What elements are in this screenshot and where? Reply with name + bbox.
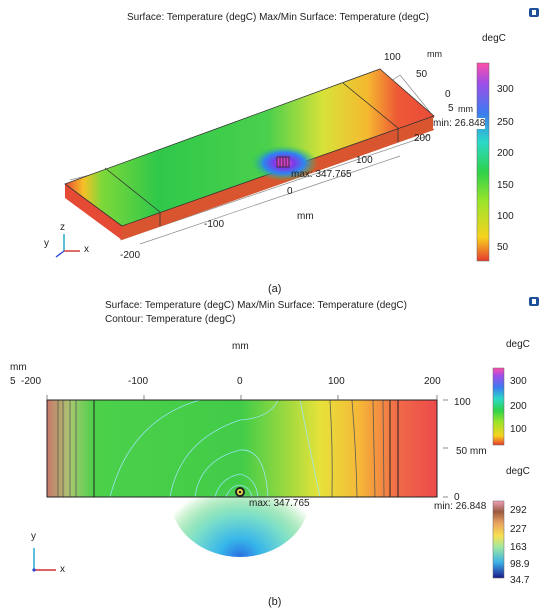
panel-a-axes-triad: [55, 234, 80, 258]
triad-x-label: x: [84, 244, 89, 255]
corner-logo-icon: [529, 297, 539, 306]
x-axis-unit: mm: [232, 341, 249, 352]
corner-logo-icon: [529, 8, 539, 17]
max-label: max: 347.765: [249, 498, 310, 509]
left-unit: mm: [10, 362, 27, 373]
panel-b-axes-triad: [32, 548, 56, 572]
x-tick: 200: [414, 133, 431, 144]
min-label: min: 26.848: [433, 118, 486, 129]
z-tick: 5: [448, 103, 454, 114]
x-tick: 0: [287, 186, 293, 197]
x-tick: -100: [204, 219, 225, 230]
panel-a-plot: [64, 68, 435, 245]
panel-a-colorbar-unit: degC: [482, 33, 506, 44]
x-axis-unit: mm: [297, 211, 314, 222]
panel-b-title-line2: Contour: Temperature (degC): [105, 314, 236, 325]
colorbar-tick: 100: [510, 424, 527, 435]
x-tick: -200: [21, 376, 42, 387]
colorbar-tick: 163: [510, 542, 527, 553]
z-unit: mm: [458, 104, 473, 114]
colorbar-tick: 50: [497, 242, 509, 253]
left-tick: 5: [10, 376, 16, 387]
colorbar-tick: 227: [510, 524, 527, 535]
surface-colorbar-unit: degC: [506, 339, 530, 350]
triad-z-label: z: [60, 222, 65, 233]
colorbar-tick: 98.9: [510, 559, 530, 570]
panel-b-contour-colorbar: [492, 500, 505, 579]
y-tick: 100: [454, 397, 471, 408]
panel-b-axis-ticks: [46, 395, 448, 498]
min-label: min: 26.848: [434, 501, 487, 512]
y-tick: 100: [384, 52, 401, 63]
y-tick: 0: [445, 89, 451, 100]
colorbar-tick: 100: [497, 211, 514, 222]
caption-a: (a): [268, 283, 282, 295]
x-tick: -200: [120, 250, 141, 261]
y-tick: 0: [454, 492, 460, 503]
triad-x-label: x: [60, 564, 65, 575]
axis-unit: mm: [427, 49, 442, 59]
panel-b-plot: [46, 399, 438, 557]
colorbar-tick: 34.7: [510, 575, 530, 586]
colorbar-tick: 292: [510, 505, 527, 516]
max-label: max: 347.765: [291, 169, 352, 180]
panel-a-title: Surface: Temperature (degC) Max/Min Surf…: [127, 12, 429, 23]
panel-b-title-line1: Surface: Temperature (degC) Max/Min Surf…: [105, 300, 407, 311]
caption-b: (b): [268, 596, 282, 608]
triad-y-label: y: [31, 531, 36, 542]
x-tick: 0: [237, 376, 243, 387]
colorbar-tick: 300: [497, 84, 514, 95]
y-tick: 50 mm: [456, 446, 487, 457]
colorbar-tick: 200: [510, 401, 527, 412]
colorbar-tick: 150: [497, 180, 514, 191]
x-tick: 100: [356, 155, 373, 166]
triad-y-label: y: [44, 238, 49, 249]
y-tick: 50: [416, 69, 428, 80]
x-tick: 100: [328, 376, 345, 387]
panel-a-colorbar: [476, 62, 490, 262]
x-tick: -100: [128, 376, 149, 387]
panel-b-surface-colorbar: [492, 367, 505, 446]
colorbar-tick: 200: [497, 148, 514, 159]
colorbar-tick: 250: [497, 117, 514, 128]
x-tick: 200: [424, 376, 441, 387]
colorbar-tick: 300: [510, 376, 527, 387]
contour-colorbar-unit: degC: [506, 466, 530, 477]
